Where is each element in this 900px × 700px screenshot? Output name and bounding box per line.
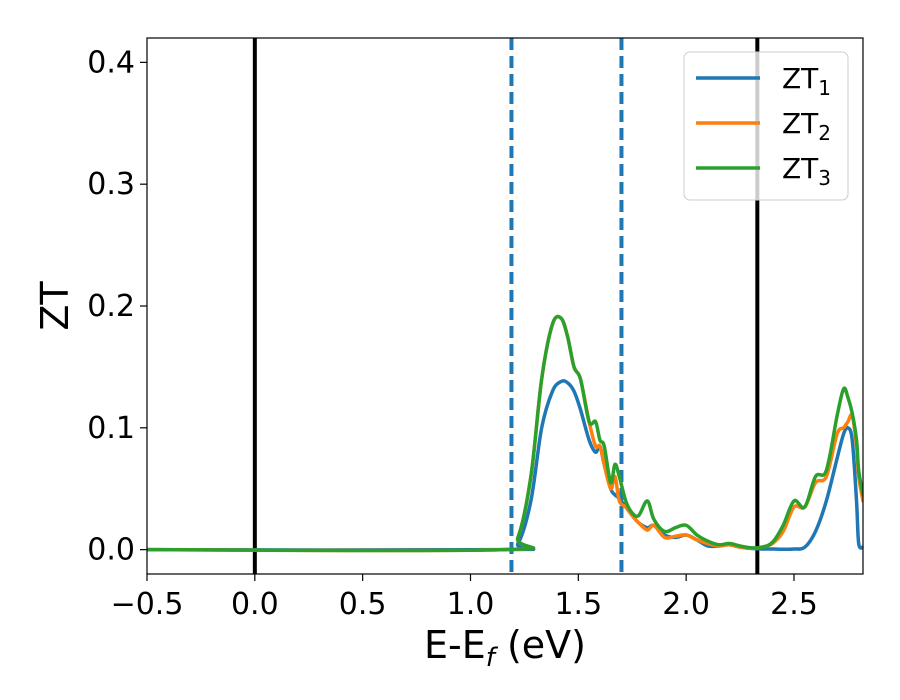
legend-label-zt2: ZT2 — [782, 107, 831, 145]
y-tick-label: 0.3 — [87, 167, 135, 202]
y-tick-label: 0.0 — [87, 533, 135, 568]
x-tick-label: 0.0 — [231, 587, 279, 622]
x-axis-title-unit: (eV) — [495, 623, 586, 667]
legend-entries: ZT1 ZT2 ZT3 — [696, 62, 831, 190]
x-tick-label: 1.5 — [554, 587, 602, 622]
x-axis-ticks: −0.5 0.0 0.5 1.0 1.5 2.0 2.5 — [111, 574, 818, 622]
x-axis-title: E-Ef (eV) — [424, 623, 586, 673]
legend-label-zt1: ZT1 — [782, 62, 831, 100]
y-axis-title: ZT — [33, 281, 77, 331]
y-tick-label: 0.2 — [87, 289, 135, 324]
x-tick-label: 2.5 — [770, 587, 818, 622]
x-tick-label: 2.0 — [662, 587, 710, 622]
y-tick-label: 0.1 — [87, 411, 135, 446]
x-tick-label: 1.0 — [447, 587, 495, 622]
x-tick-label: −0.5 — [111, 587, 184, 622]
x-tick-label: 0.5 — [339, 587, 387, 622]
y-tick-label: 0.4 — [87, 45, 135, 80]
reference-lines — [252, 38, 760, 574]
legend-box — [683, 51, 849, 201]
series-lines — [147, 314, 863, 553]
legend: ZT1 ZT2 ZT3 — [683, 51, 849, 201]
series-line-zt3 — [147, 314, 863, 553]
legend-label-zt3: ZT3 — [782, 152, 831, 190]
y-axis-ticks: 0.0 0.1 0.2 0.3 0.4 — [87, 45, 147, 568]
